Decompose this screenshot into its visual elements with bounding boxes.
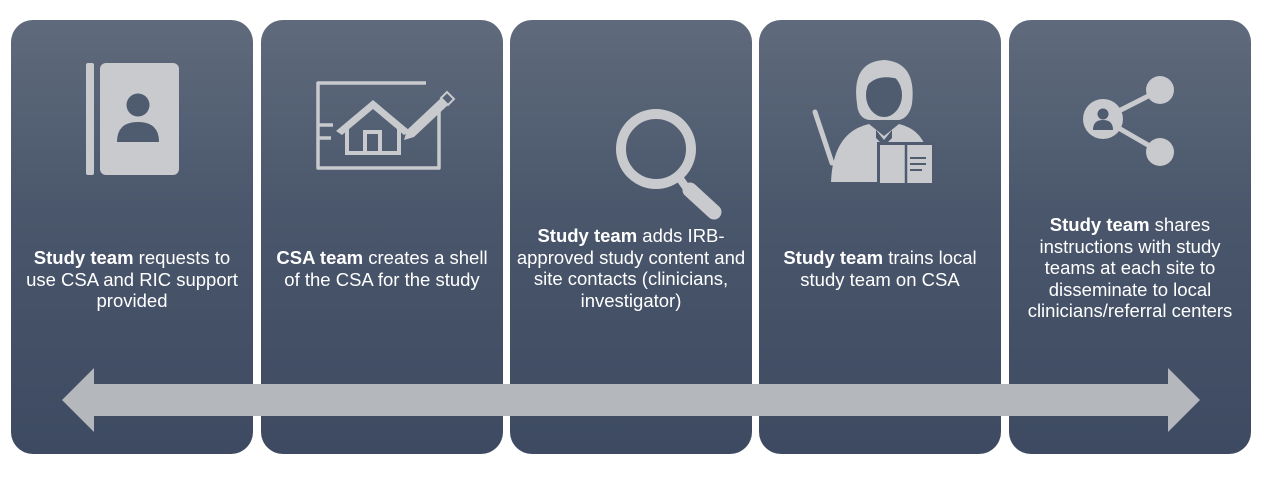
step-panel-2: CSA team creates a shell of the CSA for … <box>261 20 503 454</box>
step-text-2: CSA team creates a shell of the CSA for … <box>276 247 488 290</box>
teacher-icon <box>812 60 935 184</box>
step-panel-3: Study team adds IRB-approved study conte… <box>510 20 752 454</box>
magnifying-glass-icon <box>616 109 722 220</box>
share-icon <box>1083 76 1174 166</box>
step-text-3: Study team adds IRB-approved study conte… <box>516 225 746 311</box>
contact-book-icon <box>86 63 179 175</box>
step-panel-4: Study team trains local study team on CS… <box>759 20 1001 454</box>
step-text-5: Study team shares instructions with stud… <box>1027 214 1233 321</box>
step-panel-1: Study team requests to use CSA and RIC s… <box>11 20 253 454</box>
house-blueprint-icon <box>316 81 456 170</box>
step-text-4: Study team trains local study team on CS… <box>783 247 977 290</box>
step-panel-5: Study team shares instructions with stud… <box>1009 20 1251 454</box>
step-text-1: Study team requests to use CSA and RIC s… <box>26 247 238 311</box>
